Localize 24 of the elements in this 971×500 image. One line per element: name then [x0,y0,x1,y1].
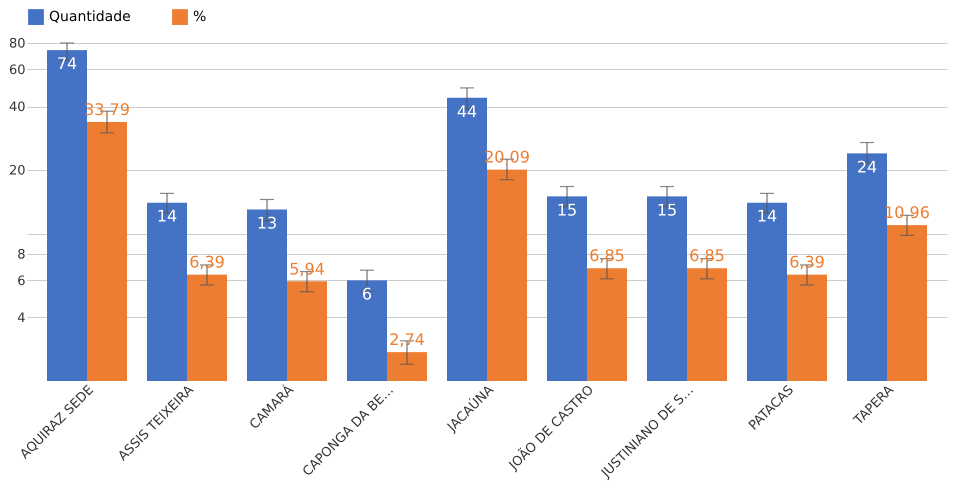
y-tick-label: 60 [8,62,26,78]
data-label: 14 [156,206,178,226]
y-tick-label: 4 [17,310,26,326]
data-label: 15 [656,200,678,220]
data-label: 6,39 [789,252,825,272]
data-label: 6,85 [589,246,625,266]
data-label: 44 [456,102,478,121]
data-label: 5,94 [289,259,325,278]
data-label: 14 [756,206,778,226]
data-label: 6,85 [689,246,725,266]
legend-label: Quantidade [49,9,131,26]
y-tick-label: 6 [17,274,26,289]
data-label: 15 [556,200,578,220]
data-label: 13 [256,213,278,232]
y-tick-label: 8 [17,247,26,262]
legend-label: % [193,9,206,26]
data-label: 6,39 [189,252,225,272]
data-label: 6 [362,284,372,304]
y-tick-label: 40 [8,100,26,116]
y-tick-label: 20 [8,164,26,179]
y-tick-label: 80 [8,36,26,52]
data-label: 74 [56,54,78,74]
data-label: 24 [856,157,878,176]
data-label: 2,74 [389,330,425,350]
